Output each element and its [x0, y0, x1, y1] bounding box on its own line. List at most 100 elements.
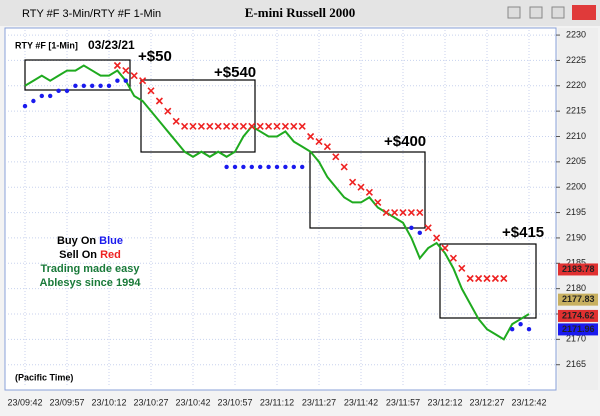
x-tick-label: 23/10:27	[133, 397, 168, 407]
sell-stop	[231, 122, 239, 130]
sell-stop	[483, 274, 491, 283]
buy-stop	[115, 78, 120, 83]
sell-stop	[365, 188, 373, 196]
sell-stop	[475, 274, 483, 283]
y-tick-label: 2185	[566, 258, 586, 268]
y-tick-label: 2205	[566, 156, 586, 166]
min-button[interactable]	[507, 6, 521, 19]
buy-stop	[526, 327, 532, 332]
price-tag	[558, 323, 598, 336]
buy-stop	[73, 83, 78, 88]
x-tick-label: 23/10:57	[217, 397, 252, 407]
price-tag	[558, 293, 598, 306]
buy-stop	[90, 83, 95, 88]
sell-stop	[223, 122, 231, 130]
price-tag-label: 2183.78	[562, 264, 595, 274]
y-tick-label: 2200	[566, 182, 586, 192]
price-tag-label: 2177.83	[562, 294, 595, 304]
price-tag	[558, 263, 598, 276]
x-tick-label: 23/09:42	[7, 397, 42, 407]
note: Sell On Red	[59, 249, 121, 261]
trade-box	[140, 79, 256, 153]
trade-box	[309, 151, 426, 229]
buy-stop	[241, 164, 246, 170]
price-tag-label: 2171.96	[562, 324, 595, 334]
trade-box	[24, 59, 131, 91]
buy-stop	[98, 83, 103, 88]
profit-label: +$400	[384, 133, 426, 150]
sell-stop	[256, 122, 264, 130]
sell-stop	[139, 77, 147, 85]
sell-stop	[323, 143, 331, 151]
y-tick-label: 2215	[566, 106, 586, 116]
buy-stop	[56, 88, 61, 94]
plot-area	[4, 27, 557, 391]
sell-stop	[172, 117, 180, 125]
sell-stop	[239, 122, 247, 130]
y-tick-label: 2170	[566, 334, 586, 344]
sell-stop	[332, 153, 340, 161]
x-tick-label: 23/11:57	[386, 397, 420, 407]
sell-stop	[357, 183, 365, 191]
y-tick-label: 2195	[566, 207, 586, 217]
y-tick-label: 2190	[566, 232, 586, 242]
close-button[interactable]	[572, 5, 596, 20]
note: Buy On Blue	[57, 235, 123, 247]
sell-stop	[122, 67, 130, 75]
sell-stop	[340, 163, 348, 171]
sell-stop	[441, 244, 449, 252]
sell-stop	[433, 234, 441, 242]
sell-stop	[298, 122, 306, 130]
x-tick-label: 23/12:42	[511, 397, 546, 407]
max-button[interactable]	[529, 6, 543, 19]
sell-stop	[265, 122, 273, 130]
x-tick-label: 23/12:12	[427, 397, 462, 407]
sell-stop	[458, 264, 466, 272]
buy-stop	[266, 164, 271, 170]
sell-stop	[281, 122, 289, 130]
price-line	[24, 64, 530, 341]
x-tick-label: 23/11:12	[260, 397, 294, 407]
sell-stop	[391, 209, 399, 217]
sell-stop	[416, 209, 424, 217]
profit-label: +$540	[214, 64, 256, 81]
symbol-label: RTY #F [1-Min]	[15, 40, 78, 50]
buy-stop	[518, 321, 523, 327]
buy-stop	[300, 164, 305, 170]
buy-stop	[510, 327, 515, 332]
buy-stop	[274, 164, 280, 170]
restore-button[interactable]	[551, 6, 565, 19]
sell-stop	[382, 209, 390, 217]
sell-stop	[407, 209, 415, 217]
profit-label: +$50	[138, 48, 172, 65]
sell-stop	[206, 122, 214, 130]
buy-stop	[81, 83, 87, 88]
sell-stop	[113, 61, 121, 70]
buy-stop	[48, 93, 53, 99]
note: Ablesys since 1994	[40, 277, 142, 289]
profit-label: +$415	[502, 224, 544, 241]
buy-stop	[64, 88, 70, 94]
x-tick-label: 23/12:27	[469, 397, 504, 407]
note-text: Buy On	[57, 235, 96, 247]
buy-stop	[249, 164, 254, 170]
sell-stop	[307, 132, 315, 141]
sell-stop	[500, 274, 508, 283]
window-title: RTY #F 3-Min/RTY #F 1-Min	[22, 8, 161, 20]
window-bar	[0, 0, 600, 26]
timezone-note: (Pacific Time)	[15, 372, 73, 382]
chart-title: E-mini Russell 2000	[245, 5, 356, 20]
sell-stop	[164, 107, 172, 115]
note: Trading made easy	[40, 263, 140, 275]
buy-stop	[39, 93, 44, 99]
sell-stop	[449, 254, 457, 262]
y-tick-label: 2230	[566, 29, 586, 39]
note-text: Blue	[99, 235, 123, 247]
sell-stop	[248, 122, 256, 130]
date-label: 03/23/21	[88, 38, 135, 52]
sell-stop	[424, 224, 432, 232]
buy-stop	[283, 164, 288, 170]
x-tick-label: 23/11:42	[344, 397, 378, 407]
